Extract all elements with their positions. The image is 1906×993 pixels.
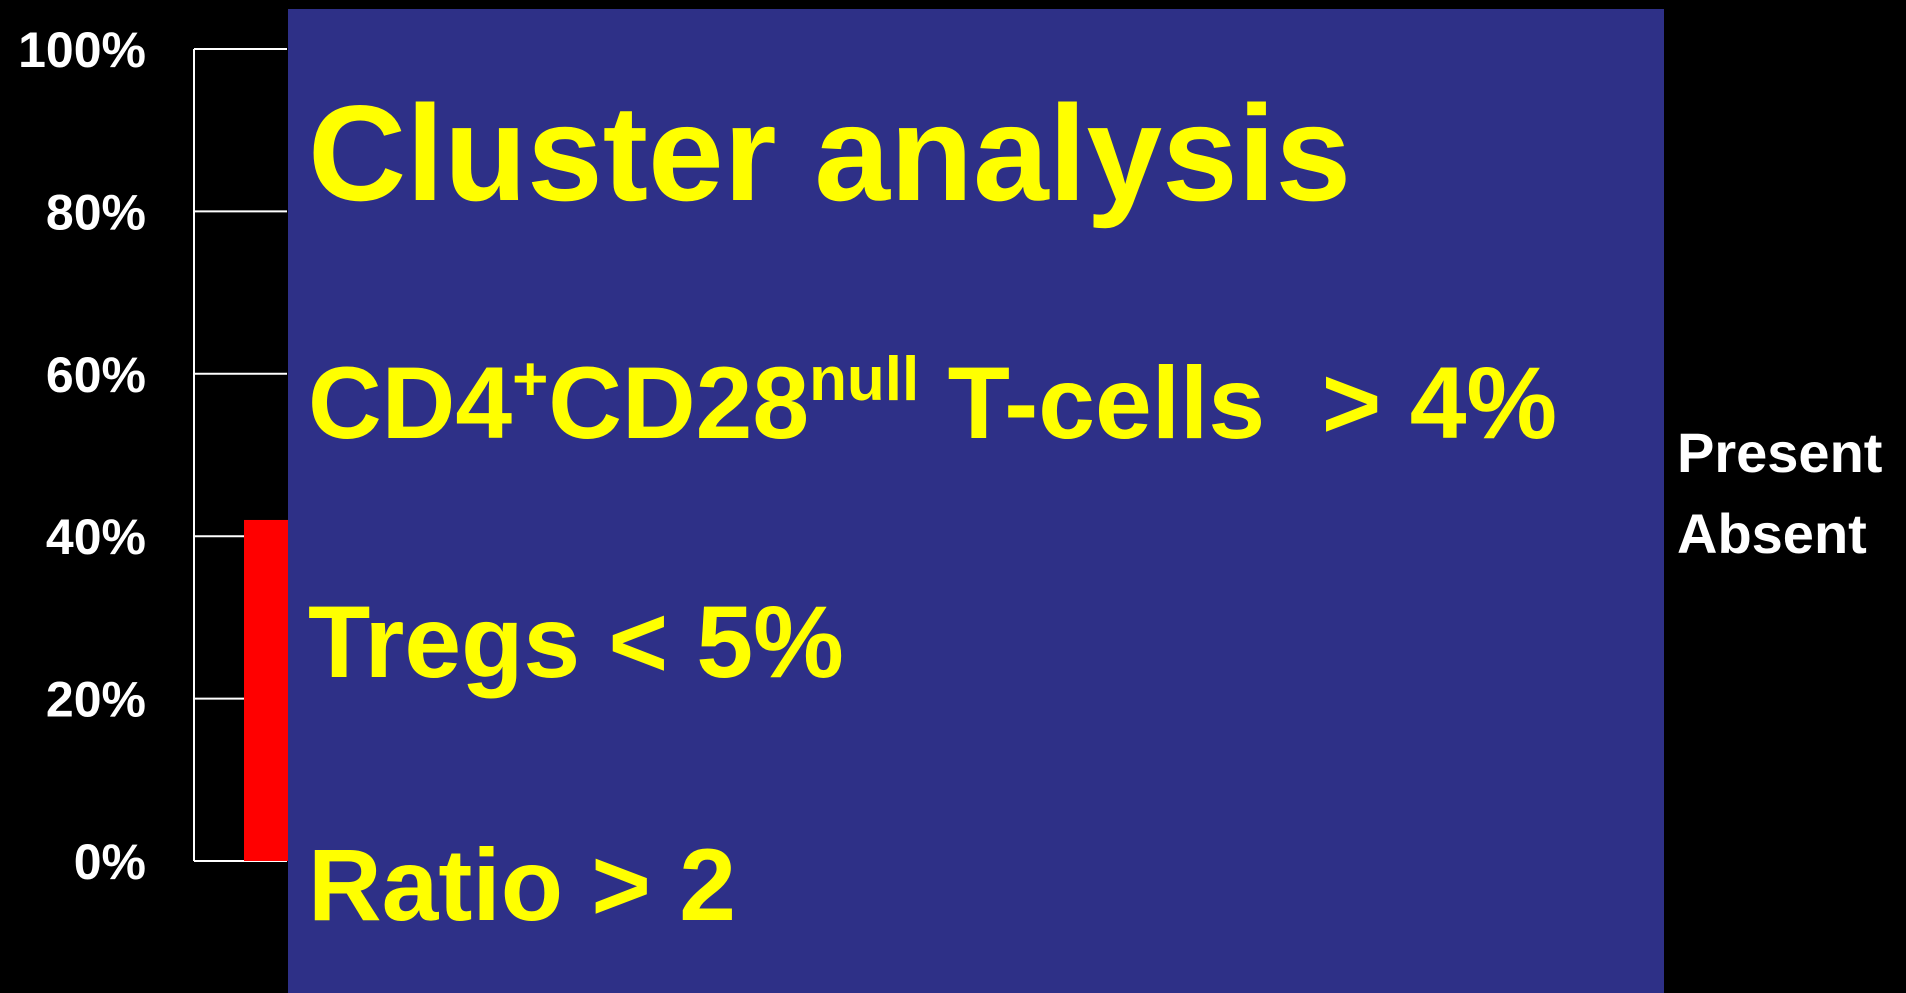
overlay-line: CD4+CD28null T-cells > 4% [308, 345, 1557, 460]
y-tick-label: 60% [46, 347, 146, 403]
y-tick-label: 40% [46, 509, 146, 565]
text-segment: T-cells > 4% [919, 346, 1557, 460]
text-segment: CD4 [308, 346, 512, 460]
overlay-line: Tregs < 5% [308, 585, 844, 699]
text-segment: CD28 [548, 346, 809, 460]
overlay-title: Cluster analysis [308, 77, 1351, 229]
bar [244, 519, 288, 861]
superscript: null [809, 345, 919, 414]
overlay-box [288, 9, 1664, 993]
text-segment: Tregs < 5% [308, 585, 844, 699]
overlay-line: Ratio > 2 [308, 828, 736, 942]
text-segment: Ratio > 2 [308, 828, 736, 942]
y-tick-label: 100% [18, 22, 146, 78]
legend-label: Present [1677, 421, 1882, 484]
y-tick-label: 0% [74, 834, 146, 890]
superscript: + [512, 345, 548, 414]
y-tick-label: 80% [46, 184, 146, 240]
y-tick-label: 20% [46, 672, 146, 728]
legend-label: Absent [1677, 502, 1867, 565]
